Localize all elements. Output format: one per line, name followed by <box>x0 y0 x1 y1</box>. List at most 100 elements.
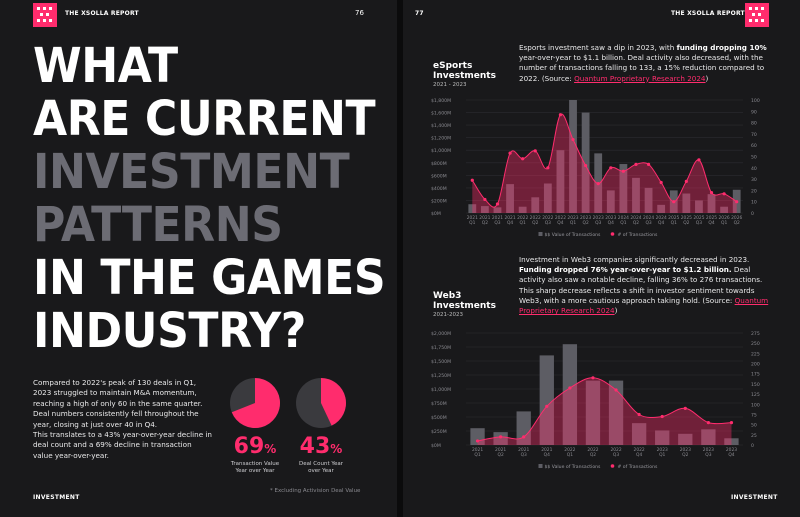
x-tick-quarter: Q1 <box>469 220 475 226</box>
body-paragraph: This translates to a 43% year-over-year … <box>33 430 212 460</box>
section-footer: INVESTMENT <box>731 494 778 501</box>
x-tick-quarter: Q2 <box>682 452 688 458</box>
x-tick-year: 2021 <box>504 215 515 221</box>
y-left-tick: $1,000M <box>431 387 451 393</box>
x-tick-year: 2022 <box>542 215 553 221</box>
data-point <box>683 406 687 410</box>
xsolla-logo <box>33 3 57 27</box>
y-right-tick: 25 <box>751 433 757 439</box>
x-tick-year: 2021 <box>518 447 529 453</box>
x-tick-quarter: Q2 <box>582 220 588 226</box>
data-point <box>729 421 734 425</box>
bar <box>682 193 691 213</box>
page-gutter <box>397 0 403 517</box>
title-line: ARE CURRENT <box>33 91 376 147</box>
x-tick-quarter: Q2 <box>633 220 639 226</box>
x-tick-year: 2022 <box>530 215 541 221</box>
bar <box>585 380 601 445</box>
x-tick-year: 2021 <box>541 447 552 453</box>
x-tick-year: 2023 <box>567 215 578 221</box>
series-line <box>471 113 737 208</box>
x-tick-quarter: Q2 <box>482 220 488 226</box>
y-right-tick: 250 <box>751 341 760 347</box>
y-right-tick: 50 <box>751 423 757 429</box>
y-right-tick: 275 <box>751 331 760 337</box>
report-header: THE XSOLLA REPORT <box>65 10 139 17</box>
data-point <box>571 137 575 142</box>
bar <box>724 438 739 445</box>
x-tick-quarter: Q2 <box>683 220 689 226</box>
x-tick-year: 2023 <box>657 447 668 453</box>
data-point <box>660 414 664 419</box>
x-tick-quarter: Q3 <box>645 220 651 226</box>
web3-subtitle: 2021-2023 <box>433 312 463 318</box>
x-tick-quarter: Q4 <box>557 220 563 226</box>
x-tick-year: 2026 <box>719 215 730 221</box>
x-tick-quarter: Q3 <box>613 452 619 458</box>
x-tick-quarter: Q3 <box>696 220 702 226</box>
y-left-tick: $800M <box>431 161 447 167</box>
data-point <box>637 412 641 417</box>
x-tick-year: 2023 <box>593 215 604 221</box>
bar <box>608 380 624 445</box>
data-point <box>475 439 480 443</box>
series-line <box>477 377 732 442</box>
x-tick-quarter: Q1 <box>474 452 480 458</box>
data-point <box>591 376 595 380</box>
left-page: THE XSOLLA REPORT 76 WHAT ARE CURRENT IN… <box>0 0 397 517</box>
esports-chart: $0M $200M $400M $600M $800M $1,000M $1,200M $1,… <box>431 98 760 238</box>
bar <box>655 430 670 445</box>
esports-subtitle: 2021 - 2023 <box>433 82 467 88</box>
x-tick-quarter: Q4 <box>608 220 614 226</box>
x-tick-year: 2024 <box>618 215 629 221</box>
bar <box>539 355 554 445</box>
x-tick-quarter: Q1 <box>671 220 677 226</box>
legend-label: $$ Value of Transactions <box>545 464 602 470</box>
title-line: PATTERNS <box>33 197 283 253</box>
bar <box>701 429 716 445</box>
donut-percent: 69% <box>233 434 277 459</box>
donut-chart <box>296 378 346 428</box>
donut-chart <box>230 378 281 428</box>
data-point <box>634 162 638 167</box>
x-tick-quarter: Q4 <box>636 452 642 458</box>
y-left-tick: $750M <box>431 401 447 407</box>
y-right-tick: 75 <box>751 412 757 418</box>
legend-label: # of Transactions <box>618 232 658 238</box>
bar <box>493 432 508 445</box>
y-right-tick: 100 <box>751 402 760 408</box>
data-point <box>546 166 550 170</box>
donut-percent: 43% <box>299 434 343 459</box>
x-tick-year: 2023 <box>703 447 714 453</box>
x-tick-year: 2023 <box>580 215 591 221</box>
x-tick-quarter: Q2 <box>590 452 596 458</box>
bar <box>644 187 653 213</box>
data-point <box>706 421 710 425</box>
bar <box>468 204 477 213</box>
x-tick-year: 2025 <box>681 215 692 221</box>
bar <box>657 204 666 213</box>
bar <box>556 150 565 213</box>
y-left-tick: $600M <box>431 173 447 179</box>
source-link[interactable]: Quantum Proprietary Research 2024 <box>574 73 706 83</box>
y-left-tick: $1,500M <box>431 359 451 365</box>
section-footer: INVESTMENT <box>33 494 80 501</box>
data-point <box>709 191 714 195</box>
x-tick-year: 2023 <box>680 447 691 453</box>
y-left-tick: $500M <box>431 415 447 421</box>
donut-arc <box>231 378 281 428</box>
x-tick-quarter: Q4 <box>507 220 513 226</box>
bar <box>720 206 729 213</box>
web3-chart: $0M $250M $500M $750M $1,000M $1,250M $1,500M $… <box>431 331 760 470</box>
legend-swatch-bars <box>538 464 543 468</box>
data-point <box>568 386 572 390</box>
y-right-tick: 0 <box>751 443 754 449</box>
bar <box>493 207 502 213</box>
x-tick-year: 2024 <box>656 215 667 221</box>
data-point <box>672 200 676 204</box>
x-tick-year: 2022 <box>555 215 566 221</box>
y-left-tick: $1,000M <box>431 148 451 154</box>
x-tick-quarter: Q1 <box>620 220 626 226</box>
source-link[interactable]: Quantum Proprietary Research 2024 <box>519 295 769 316</box>
bar <box>470 428 485 445</box>
